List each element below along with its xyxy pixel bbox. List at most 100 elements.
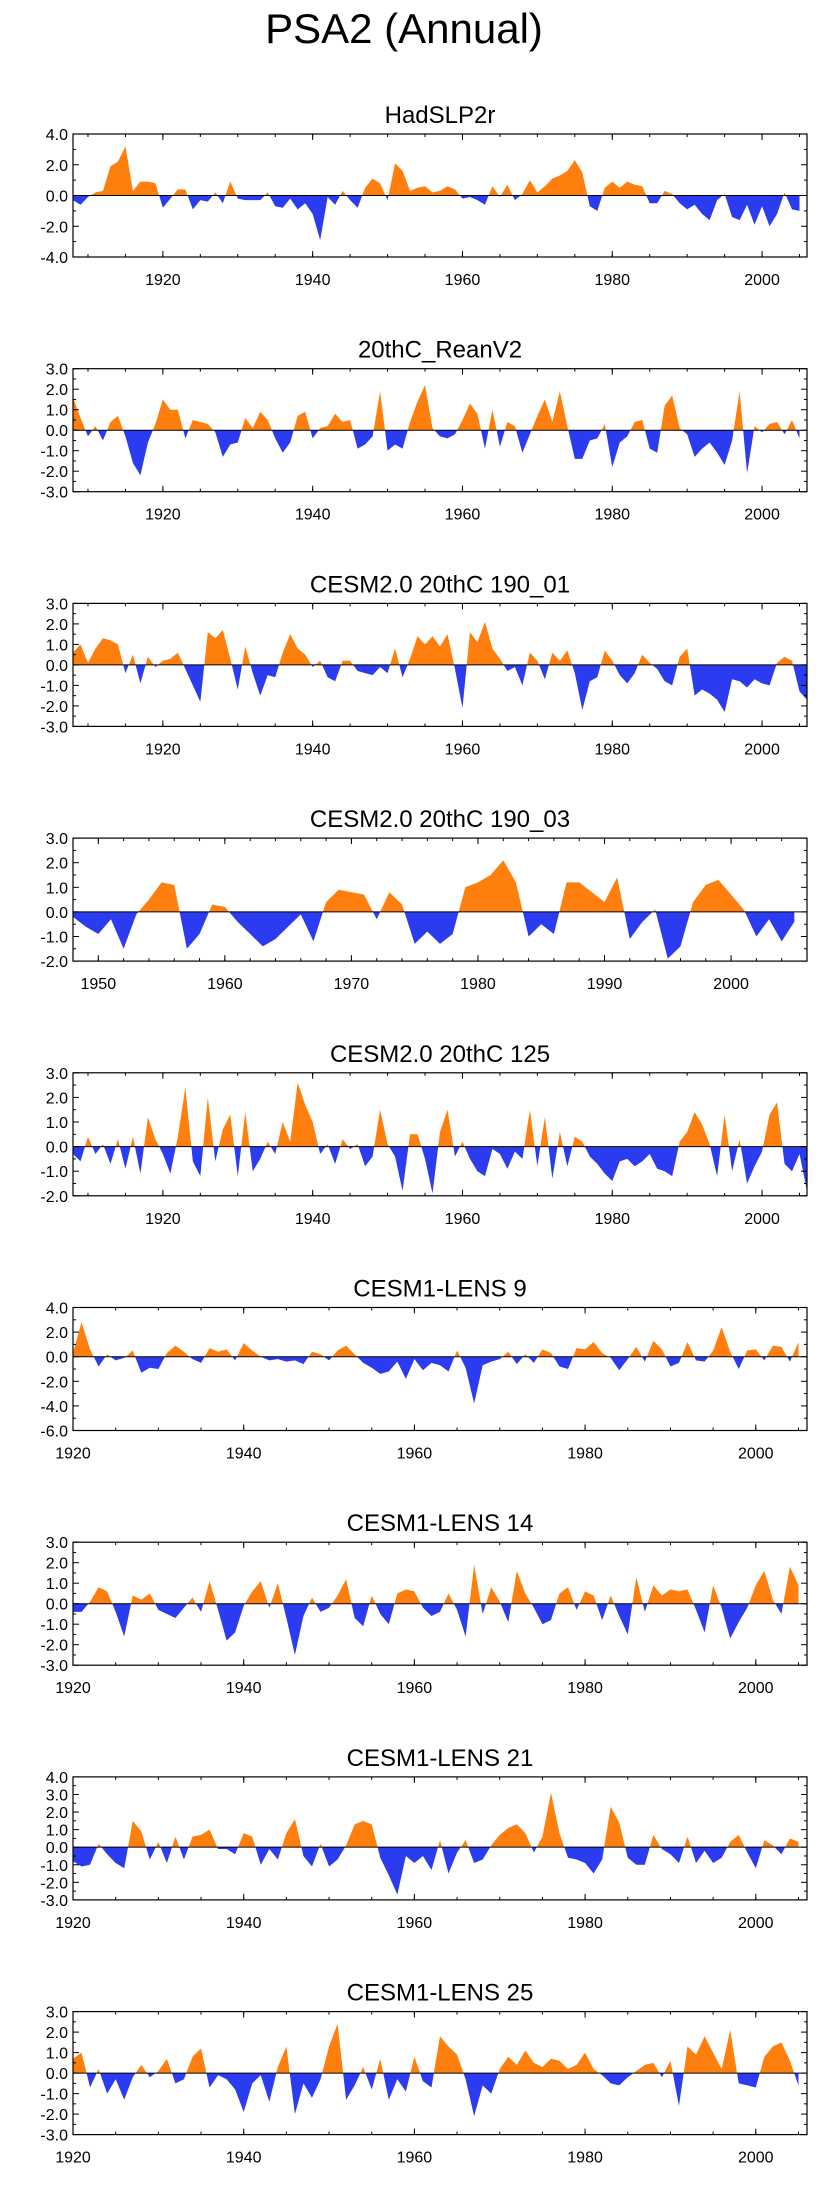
panel-title: 20thC_ReanV2	[358, 337, 522, 364]
x-tick-label: 1980	[460, 976, 496, 993]
x-tick-label: 2000	[744, 507, 780, 524]
x-tick-label: 1920	[145, 1211, 181, 1228]
y-tick-label: -3.0	[40, 2128, 68, 2145]
x-tick-label: 1960	[397, 1446, 433, 1463]
y-tick-label: 3.0	[46, 1535, 68, 1552]
x-tick-label: 1940	[295, 1211, 331, 1228]
y-tick-label: -1.0	[40, 1858, 68, 1875]
x-tick-label: 2000	[738, 2150, 774, 2167]
x-tick-label: 1940	[226, 2150, 262, 2167]
y-tick-label: 4.0	[46, 1770, 68, 1787]
x-tick-label: 1950	[81, 976, 117, 993]
negative-area	[85, 430, 800, 476]
y-tick-label: 0.0	[46, 658, 68, 675]
y-tick-label: 0.0	[46, 1840, 68, 1857]
x-tick-label: 1920	[55, 1446, 91, 1463]
panel-title: CESM1-LENS 9	[353, 1276, 526, 1303]
y-tick-label: 1.0	[46, 1115, 68, 1132]
panel-title: CESM2.0 20thC 190_01	[310, 571, 570, 598]
y-tick-label: 2.0	[46, 617, 68, 634]
x-tick-label: 1960	[397, 2150, 433, 2167]
y-tick-label: -2.0	[40, 1875, 68, 1892]
positive-area	[97, 1792, 799, 1848]
negative-area	[73, 1847, 786, 1895]
panel-title: CESM1-LENS 14	[347, 1510, 534, 1537]
x-tick-label: 2000	[738, 1446, 774, 1463]
negative-area	[93, 1356, 793, 1404]
y-tick-label: 2.0	[46, 856, 68, 873]
x-tick-label: 2000	[713, 976, 749, 993]
x-tick-label: 1980	[567, 1680, 603, 1697]
positive-area	[88, 1564, 799, 1604]
panel-title: CESM2.0 20thC 125	[330, 1041, 550, 1068]
x-tick-label: 1940	[295, 272, 331, 289]
positive-area	[138, 860, 745, 912]
y-tick-label: 3.0	[46, 2005, 68, 2022]
panel-7: CESM1-LENS 14 -3.0 -2.0 -1.0 0.0 1.0 2.0 3.0 192…	[40, 1510, 808, 1697]
x-tick-label: 1920	[145, 272, 181, 289]
x-tick-label: 1990	[587, 976, 623, 993]
positive-area	[73, 1322, 799, 1357]
x-tick-label: 1980	[594, 272, 630, 289]
x-tick-label: 1960	[445, 272, 481, 289]
x-tick-label: 1940	[226, 1915, 262, 1932]
y-tick-label: 3.0	[46, 1066, 68, 1083]
y-tick-label: -1.0	[40, 1617, 68, 1634]
plot-frame	[72, 1306, 808, 1432]
plot-frame	[72, 1776, 808, 1901]
negative-area	[123, 664, 808, 713]
y-tick-label: 2.0	[46, 1805, 68, 1822]
x-tick-label: 1980	[594, 507, 630, 524]
panel-1: HadSLP2r -4.0 -2.0 0.0 2.0 4.0 1920 1940 1960 198…	[40, 102, 808, 289]
y-tick-label: 4.0	[46, 127, 68, 144]
x-tick-label: 1970	[334, 976, 370, 993]
figure-title: PSA2 (Annual)	[265, 5, 543, 52]
y-tick-label: 4.0	[46, 1301, 68, 1318]
y-tick-label: 2.0	[46, 158, 68, 175]
x-tick-label: 2000	[744, 1211, 780, 1228]
y-tick-label: 2.0	[46, 1090, 68, 1107]
y-tick-label: -2.0	[40, 954, 68, 971]
panel-title: CESM2.0 20thC 190_03	[310, 806, 570, 833]
y-tick-label: -2.0	[40, 1374, 68, 1391]
panel-4: CESM2.0 20thC 190_03 -2.0 -1.0 0.0 1.0 2.0 3.0…	[40, 806, 808, 993]
y-tick-label: -1.0	[40, 444, 68, 461]
y-tick-label: -4.0	[40, 1399, 68, 1416]
panel-3: CESM2.0 20thC 190_01 -3.0 -2.0 -1.0 0.0 1.0 2.…	[40, 571, 808, 758]
y-tick-label: 2.0	[46, 2025, 68, 2042]
panel-5: CESM2.0 20thC 125 -2.0 -1.0 0.0 1.0 2.0 3.0 192…	[40, 1041, 808, 1228]
y-tick-label: -3.0	[40, 1658, 68, 1675]
y-tick-label: 0.0	[46, 1140, 68, 1157]
x-tick-label: 1960	[445, 741, 481, 758]
y-tick-label: -3.0	[40, 485, 68, 502]
y-tick-label: -2.0	[40, 1638, 68, 1655]
y-tick-label: -6.0	[40, 1424, 68, 1441]
x-tick-label: 1960	[397, 1680, 433, 1697]
y-tick-label: 1.0	[46, 2046, 68, 2063]
x-tick-label: 1920	[55, 2150, 91, 2167]
y-tick-label: -1.0	[40, 930, 68, 947]
y-tick-label: 0.0	[46, 905, 68, 922]
x-tick-label: 2000	[744, 741, 780, 758]
y-tick-label: -1.0	[40, 678, 68, 695]
x-tick-label: 1960	[397, 1915, 433, 1932]
y-tick-label: 1.0	[46, 1576, 68, 1593]
y-tick-label: -1.0	[40, 1164, 68, 1181]
y-tick-label: -4.0	[40, 250, 68, 267]
x-tick-label: 1920	[55, 1680, 91, 1697]
x-tick-label: 2000	[738, 1680, 774, 1697]
x-tick-label: 1980	[567, 1915, 603, 1932]
x-tick-label: 1980	[567, 1446, 603, 1463]
x-tick-label: 1980	[594, 741, 630, 758]
y-tick-label: -2.0	[40, 219, 68, 236]
y-tick-label: 3.0	[46, 362, 68, 379]
positive-area	[90, 146, 786, 196]
panel-8: CESM1-LENS 21 -3.0-2.0-1.00.01.02.03.04.0…	[40, 1745, 808, 1932]
x-tick-label: 1960	[207, 976, 243, 993]
x-tick-label: 1920	[145, 741, 181, 758]
positive-area	[73, 385, 797, 431]
positive-area	[84, 1082, 783, 1147]
y-tick-label: 0.0	[46, 1597, 68, 1614]
y-tick-label: 1.0	[46, 880, 68, 897]
